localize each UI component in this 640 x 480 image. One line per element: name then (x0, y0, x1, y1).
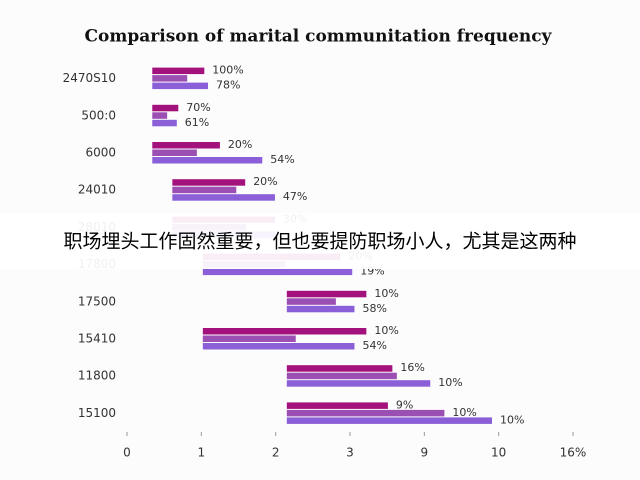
bar-label: 58% (362, 302, 386, 315)
caption-band (0, 213, 640, 269)
bar-label: 10% (374, 324, 398, 337)
y-tick-label: 2470S10 (63, 71, 116, 85)
bar (202, 328, 367, 335)
bar (152, 67, 205, 75)
bar (152, 119, 177, 127)
bar (152, 104, 179, 112)
bar-label: 20% (228, 138, 252, 151)
bar-label: 54% (270, 153, 294, 166)
bar (152, 82, 209, 90)
y-tick-label: 500:0 (81, 108, 116, 122)
bar (202, 343, 355, 350)
x-tick-label: 1 (198, 446, 206, 460)
bar-label: 10% (452, 406, 476, 419)
bar (152, 142, 220, 149)
bar (152, 149, 197, 156)
x-tick-label: 16% (560, 446, 587, 460)
y-tick-label: 11800 (78, 369, 116, 383)
bar (286, 372, 397, 380)
bar (286, 380, 431, 387)
bar-label: 16% (400, 361, 424, 374)
overlay-caption: 职场埋头工作固然重要，但也要提防职场小人，尤其是这两种 (63, 231, 576, 253)
bar (152, 75, 188, 82)
x-tick-label: 2 (272, 446, 280, 460)
bar (286, 298, 336, 305)
bar (286, 417, 492, 424)
bar (172, 179, 246, 186)
x-tick-label: 3 (346, 446, 354, 460)
bar-label: 47% (283, 190, 307, 203)
bar (286, 305, 355, 313)
bar-label: 61% (185, 116, 209, 129)
chart-title: Comparison of marital communitation freq… (85, 27, 553, 47)
y-tick-label: 15410 (78, 332, 116, 346)
bar-label: 54% (362, 339, 386, 352)
x-tick-label: 9 (421, 446, 429, 460)
bar-label: 9% (396, 398, 413, 411)
x-tick-label: 10 (491, 446, 506, 460)
bar (286, 402, 388, 409)
y-tick-label: 15100 (78, 406, 116, 420)
bar (286, 365, 393, 372)
bar-label: 10% (438, 376, 462, 389)
y-tick-label: 24010 (78, 183, 116, 197)
bar (172, 186, 237, 194)
bar-label: 70% (186, 101, 210, 114)
y-tick-label: 6000 (85, 146, 116, 160)
bar (172, 194, 275, 201)
bar-label: 10% (374, 287, 398, 300)
bar (152, 157, 263, 164)
bar (286, 409, 445, 417)
bar (152, 112, 168, 119)
x-tick-label: 0 (123, 446, 131, 460)
y-tick-label: 17500 (78, 294, 116, 308)
bar (202, 335, 296, 342)
bar-label: 100% (212, 64, 243, 77)
bar (286, 290, 367, 298)
bar (202, 268, 353, 276)
bar-label: 78% (216, 79, 240, 92)
bar-label: 10% (500, 413, 524, 426)
bar-label: 20% (253, 175, 277, 188)
